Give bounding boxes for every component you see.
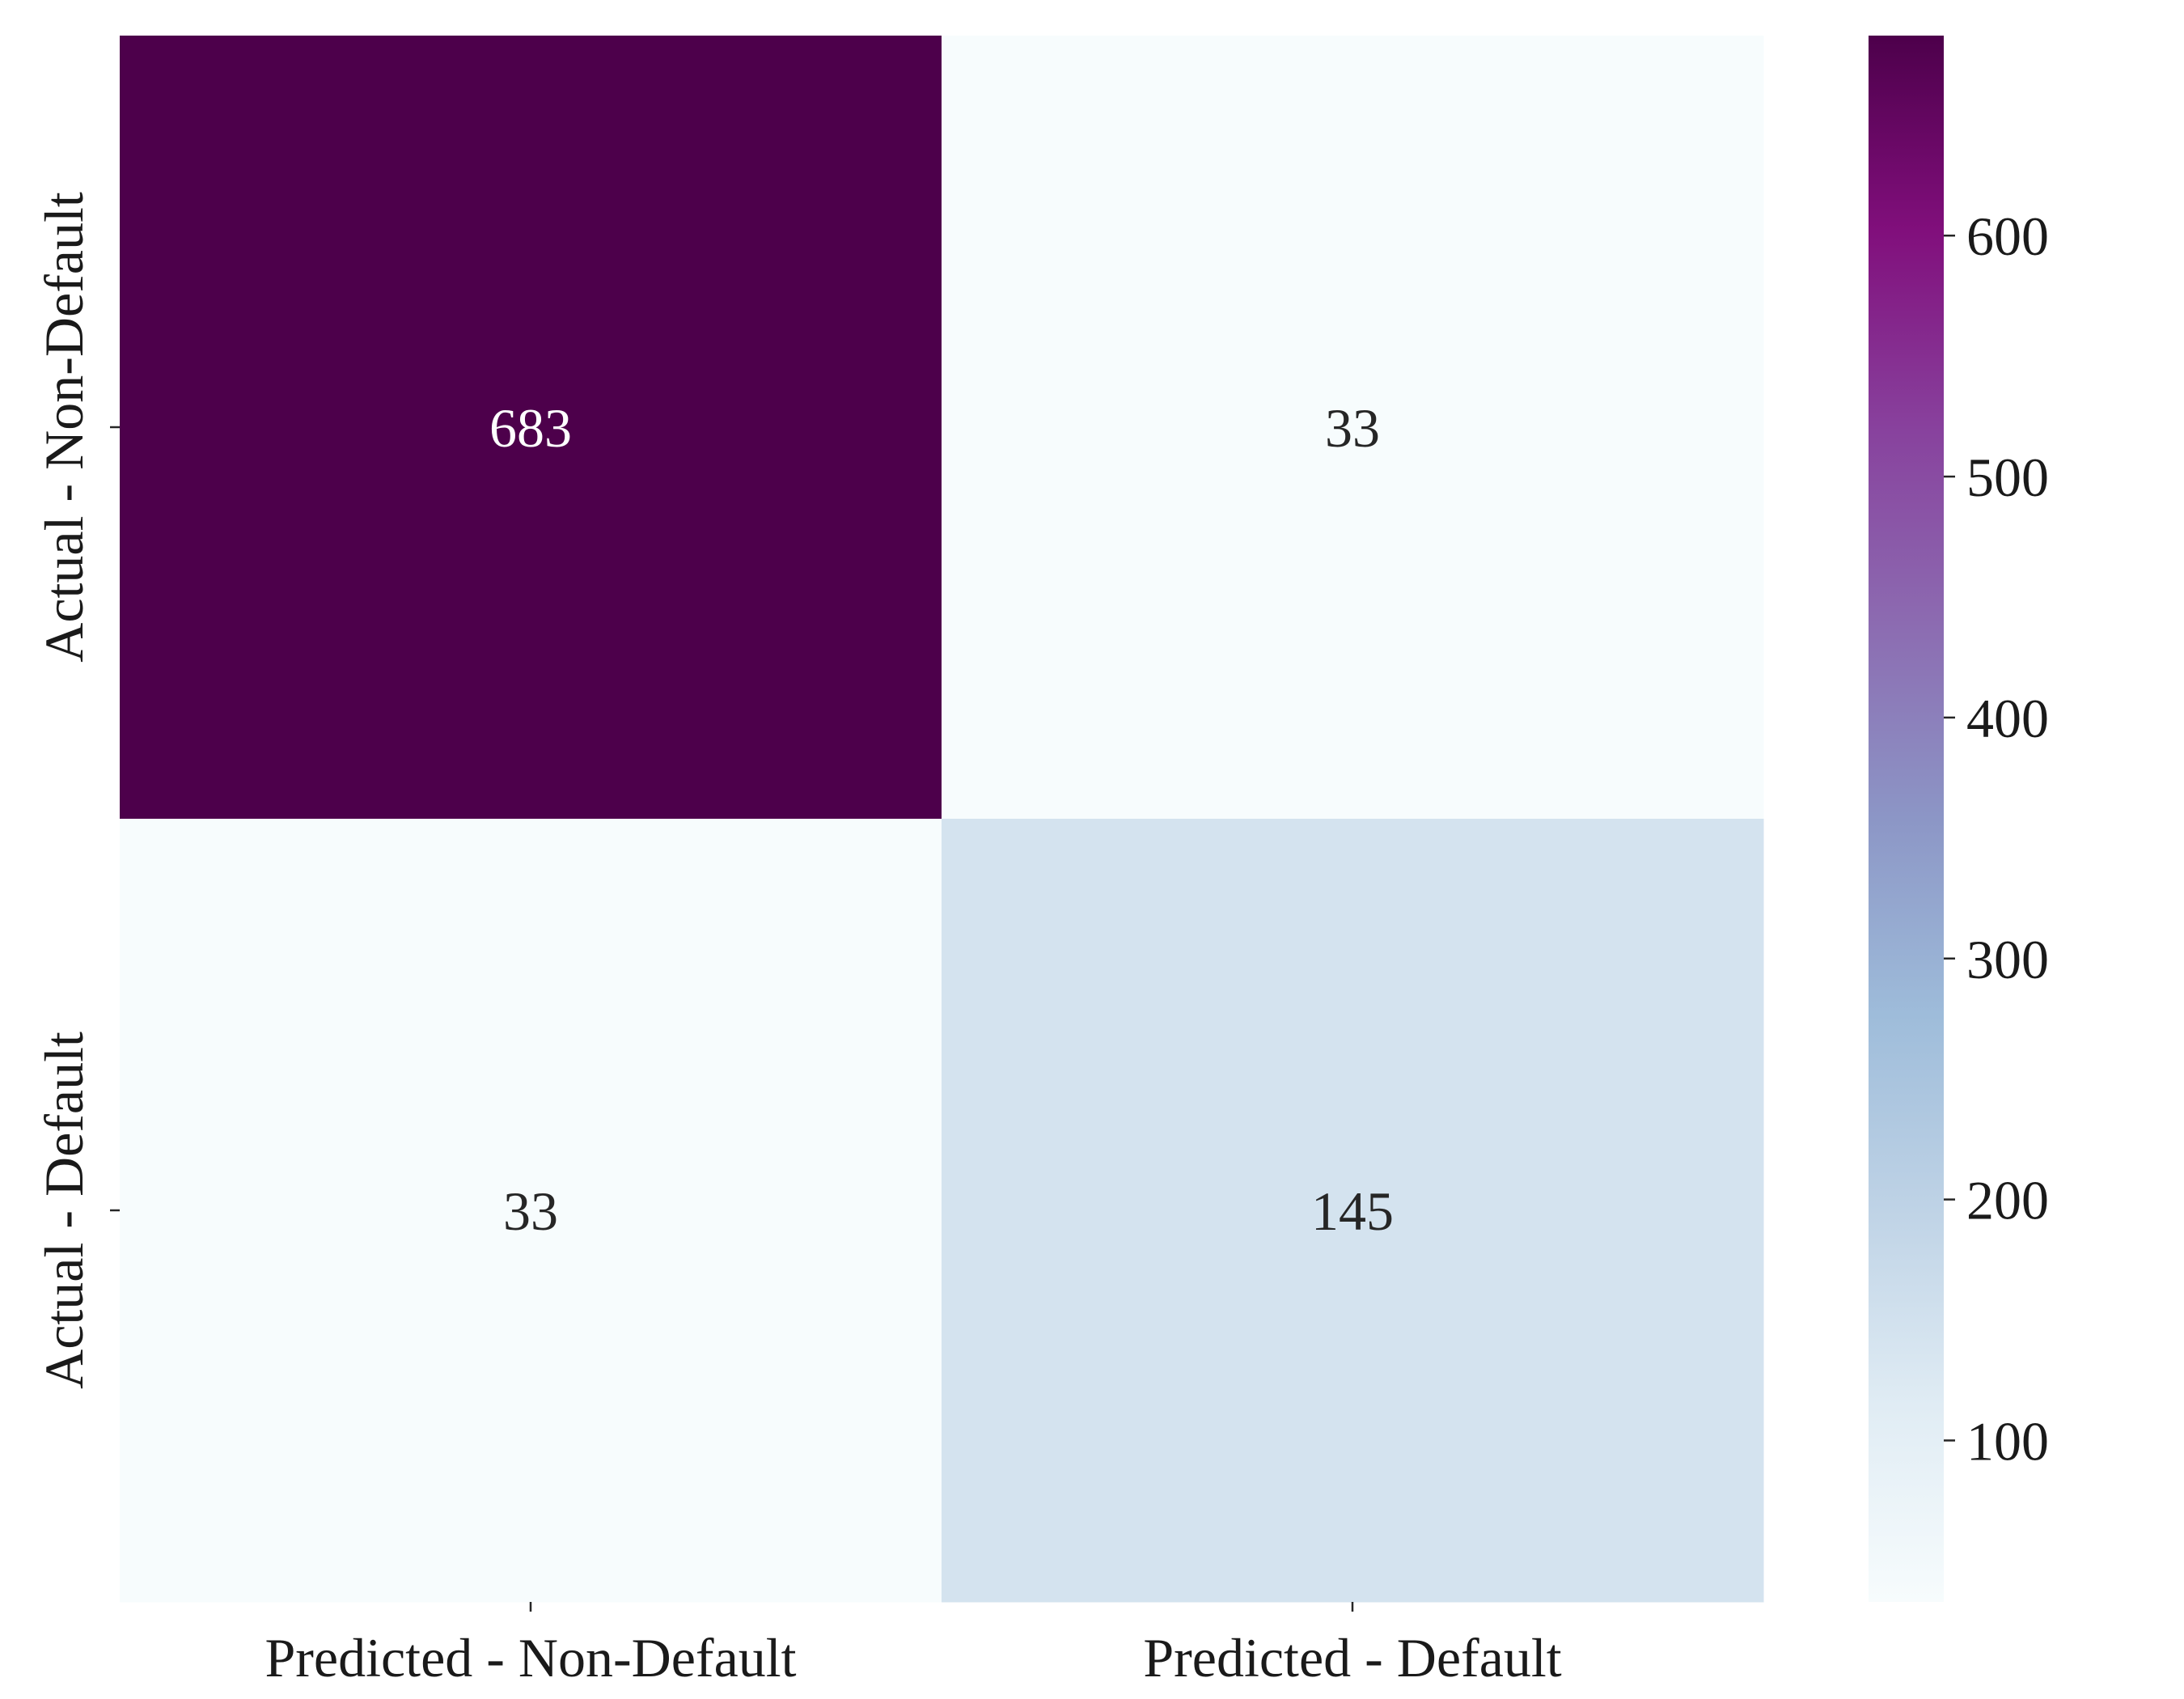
colorbar-tick-label: 200 <box>1966 1170 2049 1231</box>
colorbar-tick-label: 100 <box>1966 1410 2049 1472</box>
cell-value-label: 33 <box>1325 397 1380 459</box>
heatmap-cells <box>120 36 1764 1603</box>
heatmap-cell <box>942 36 1764 820</box>
cell-value-label: 145 <box>1311 1180 1394 1242</box>
heatmap-cell <box>942 819 1764 1603</box>
x-tick-label: Predicted - Non-Default <box>265 1627 796 1688</box>
y-tick-label: Actual - Default <box>33 1032 95 1389</box>
x-tick-label: Predicted - Default <box>1143 1627 1561 1688</box>
heatmap-cell <box>120 36 942 820</box>
y-tick-label: Actual - Non-Default <box>33 192 95 663</box>
colorbar-tick-label: 600 <box>1966 205 2049 267</box>
colorbar-gradient <box>1869 36 1944 1602</box>
colorbar-tick-label: 300 <box>1966 929 2049 990</box>
y-axis: Actual - Non-Default Actual - Default <box>33 192 120 1389</box>
colorbar-tick-label: 500 <box>1966 447 2049 508</box>
colorbar-tick-label: 400 <box>1966 688 2049 749</box>
heatmap-cell <box>120 819 942 1603</box>
cell-value-label: 683 <box>489 397 572 459</box>
cell-value-label: 33 <box>503 1180 558 1242</box>
x-axis: Predicted - Non-Default Predicted - Defau… <box>265 1602 1562 1688</box>
heatmap-cell-labels: 683 33 33 145 <box>489 397 1394 1242</box>
colorbar: 100 200 300 400 500 600 <box>1869 36 2049 1602</box>
